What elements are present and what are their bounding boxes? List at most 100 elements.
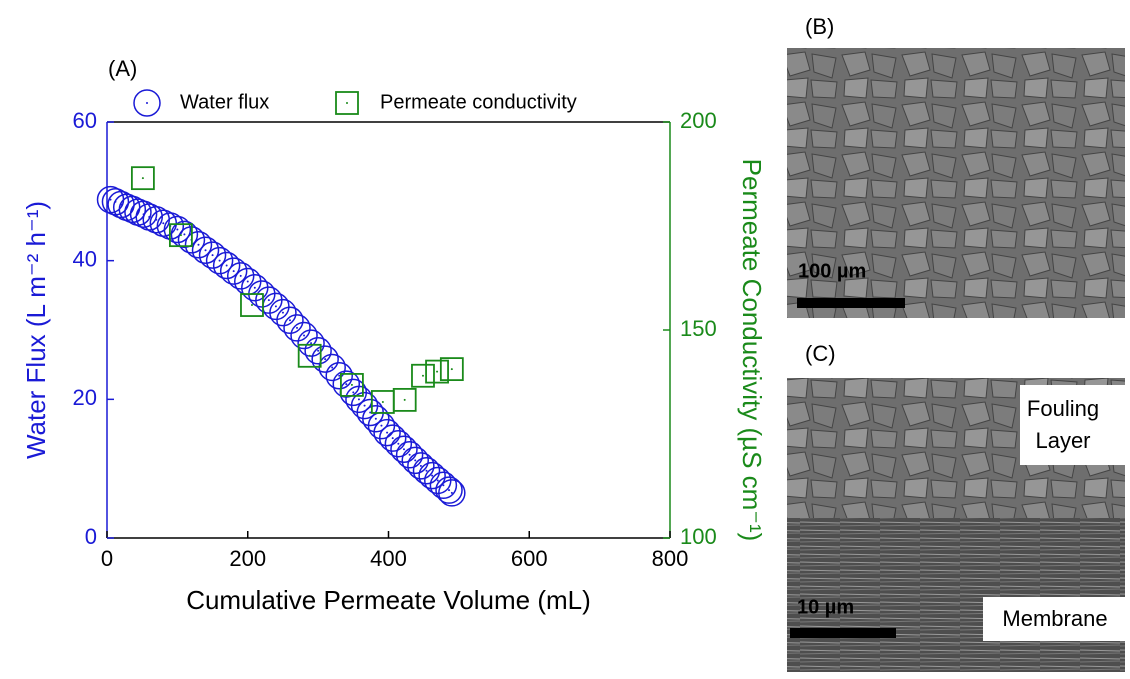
marker-dot [450, 491, 453, 494]
point [297, 329, 325, 357]
marker-dot [391, 437, 394, 440]
point [297, 343, 322, 368]
scale-bar [790, 628, 896, 638]
point [407, 452, 435, 480]
point [378, 424, 407, 452]
point [163, 215, 192, 244]
x-tick-label: 600 [511, 546, 548, 571]
marker-dot [250, 304, 253, 307]
point [325, 362, 353, 390]
marker-dot [397, 442, 400, 445]
point [311, 345, 339, 373]
x-axis-label: Cumulative Permeate Volume (mL) [186, 585, 591, 615]
point [240, 293, 264, 317]
point [118, 195, 147, 224]
point [290, 321, 318, 350]
marker-dot [288, 319, 291, 322]
marker-dot [308, 354, 311, 357]
marker-dot [109, 198, 112, 201]
point [425, 359, 449, 384]
y-tick-label: 20 [73, 385, 97, 410]
marker-dot [303, 334, 306, 337]
legend-marker [133, 89, 161, 117]
marker-dot [211, 254, 214, 257]
point [129, 200, 158, 228]
point [384, 429, 413, 458]
marker-dot [155, 218, 158, 221]
marker-dot [414, 459, 417, 462]
marker-dot [436, 370, 439, 373]
point [392, 387, 417, 412]
annotation-box [983, 597, 1125, 641]
marker-dot [274, 305, 277, 308]
marker-dot [421, 374, 424, 377]
plot-area: 0 200 400 600 800 0 20 40 60 100 150 200 Cumulative … [21, 89, 767, 615]
marker-dot [380, 424, 383, 427]
legend-marker [335, 91, 359, 115]
marker-dot [352, 391, 355, 394]
x-tick-label: 0 [101, 546, 113, 571]
point [226, 262, 255, 290]
y2-tick-label: 100 [680, 524, 717, 549]
marker-dot [442, 484, 445, 487]
marker-dot [296, 326, 299, 329]
marker-dot [425, 469, 428, 472]
sem-image [787, 518, 1125, 672]
sem-image [787, 48, 1125, 318]
marker-dot [419, 464, 422, 467]
marker-dot [450, 368, 453, 371]
scale-bar-label: 100 µm [798, 260, 866, 282]
point [412, 456, 441, 485]
marker-dot [345, 383, 348, 386]
marker-dot [146, 102, 148, 104]
point [130, 166, 155, 191]
point [395, 441, 424, 469]
point [205, 246, 234, 275]
marker-dot [281, 311, 284, 314]
marker-dot [402, 448, 405, 451]
panel-label: (A) [108, 56, 137, 81]
marker-dot [363, 404, 366, 407]
annotation-box [1020, 385, 1125, 465]
marker-dot [350, 383, 353, 386]
marker-dot [183, 233, 186, 236]
y-axis-label: Water Flux (L m⁻² h⁻¹) [21, 201, 51, 459]
marker-dot [357, 398, 360, 401]
marker-dot [253, 286, 256, 289]
legend-label: Permeate conductivity [380, 91, 577, 113]
marker-dot [381, 400, 384, 403]
point [276, 306, 304, 335]
marker-dot [218, 259, 221, 262]
point [191, 236, 220, 265]
marker-dot [431, 474, 434, 477]
x-tick-label: 800 [652, 546, 689, 571]
point [439, 357, 464, 382]
marker-dot [386, 431, 389, 434]
point [269, 298, 297, 327]
point [401, 446, 429, 475]
y-tick-label: 0 [85, 524, 97, 549]
marker-dot [436, 479, 439, 482]
marker-dot [324, 358, 327, 361]
marker-dot [338, 374, 341, 377]
marker-dot [141, 177, 144, 180]
y2-tick-label: 200 [680, 108, 717, 133]
marker-dot [408, 453, 411, 456]
marker-dot [310, 342, 313, 345]
point [429, 471, 458, 500]
y-tick-label: 60 [73, 108, 97, 133]
marker-dot [346, 102, 348, 104]
marker-dot [369, 411, 372, 414]
point [184, 230, 213, 259]
point [304, 337, 332, 365]
point [340, 373, 364, 397]
legend-label: Water flux [180, 91, 269, 113]
marker-dot [448, 489, 451, 492]
y2-axis-label: Permeate Conductivity (µS cm⁻¹) [737, 159, 767, 542]
point [362, 404, 390, 433]
marker-dot [246, 280, 249, 283]
point [438, 479, 466, 507]
point [212, 251, 241, 280]
point [283, 314, 311, 342]
